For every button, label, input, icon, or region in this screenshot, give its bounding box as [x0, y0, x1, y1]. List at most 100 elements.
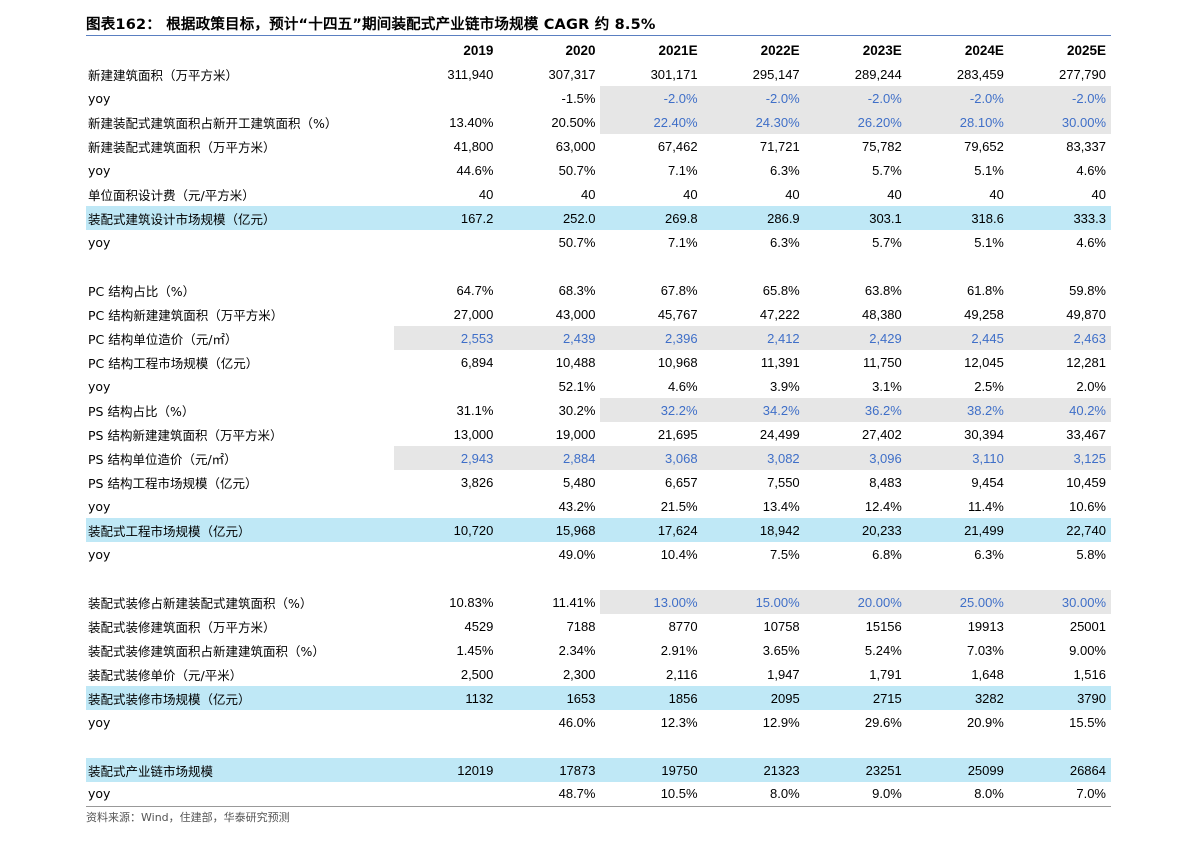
value-cell: 20,233	[804, 518, 907, 542]
row-label: 装配式装修占新建装配式建筑面积（%）	[88, 595, 313, 611]
table-row: yoy -1.5% -2.0% -2.0% -2.0% -2.0% -2.0%	[86, 86, 1111, 110]
value-cell: 30.00%	[1008, 110, 1111, 134]
value-cell: 41,800	[453, 138, 494, 154]
value-cell: -2.0%	[1008, 86, 1111, 110]
figure-title: 图表162： 根据政策目标，预计“十四五”期间装配式产业链市场规模 CAGR 约…	[86, 17, 656, 33]
table-row: PS 结构新建建筑面积（万平方米） 13,000 19,000 21,695 24,49…	[86, 422, 1111, 446]
value-cell	[703, 734, 805, 758]
row-label: 单位面积设计费（元/平方米）	[88, 187, 255, 203]
value-cell: 6.3%	[770, 162, 800, 178]
value-cell: 3,110	[906, 446, 1009, 470]
value-cell: 47,222	[759, 306, 800, 322]
value-cell: 27,000	[453, 306, 494, 322]
value-cell: 2,429	[804, 326, 907, 350]
table-row: 装配式装修单价（元/平米） 2,500 2,300 2,116 1,947 1,791 1,…	[86, 662, 1111, 686]
value-cell: 40	[1091, 186, 1106, 202]
value-cell: 269.8	[600, 206, 703, 230]
value-cell: 26.20%	[804, 110, 907, 134]
table-body: 新建建筑面积（万平方米） 311,940 307,317 301,171 295,147…	[86, 62, 1111, 807]
value-cell: 49.0%	[558, 546, 596, 562]
value-cell: 22.40%	[600, 110, 703, 134]
value-cell: 2095	[702, 686, 805, 710]
value-cell: 1,947	[767, 666, 800, 682]
value-cell: 12,281	[1066, 354, 1106, 370]
value-cell: 12.3%	[660, 714, 698, 730]
row-label: yoy	[88, 498, 111, 514]
value-cell: 2.91%	[660, 642, 698, 658]
header-row: 2019 2020 2021E 2022E 2023E 2024E 2025E	[86, 38, 1111, 62]
value-cell: -2.0%	[600, 86, 703, 110]
value-cell: 40	[683, 186, 698, 202]
value-cell: 20.9%	[966, 714, 1004, 730]
value-cell: 7.03%	[966, 642, 1004, 658]
value-cell: 9.00%	[1069, 642, 1106, 658]
value-cell: 5.7%	[872, 162, 902, 178]
value-cell: 10,488	[555, 354, 596, 370]
value-cell: 7.5%	[770, 546, 800, 562]
value-cell: 25099	[906, 758, 1009, 782]
value-cell	[600, 254, 702, 278]
table-row: PC 结构单位造价（元/㎡） 2,553 2,439 2,396 2,412 2,429 2…	[86, 326, 1111, 350]
column-header: 2022E	[760, 42, 800, 58]
column-header: 2023E	[862, 42, 902, 58]
row-label: 装配式装修建筑面积（万平方米）	[88, 619, 276, 635]
source-note: 资料来源：Wind，住建部，华泰研究预测	[86, 811, 290, 824]
value-cell: 40	[581, 186, 596, 202]
value-cell: 40	[887, 186, 902, 202]
row-label: PS 结构新建建筑面积（万平方米）	[88, 427, 283, 443]
row-label: yoy	[88, 546, 111, 562]
row-label: 装配式装修建筑面积占新建建筑面积（%）	[88, 643, 325, 659]
value-cell	[498, 734, 600, 758]
value-cell: 23251	[804, 758, 907, 782]
value-cell: 3,096	[804, 446, 907, 470]
value-cell: 3790	[1008, 686, 1111, 710]
value-cell: 28.10%	[906, 110, 1009, 134]
value-cell	[1009, 566, 1111, 590]
row-label	[86, 566, 394, 590]
row-label: PC 结构工程市场规模（亿元）	[88, 355, 259, 371]
table-row: PC 结构工程市场规模（亿元） 6,894 10,488 10,968 11,391 11…	[86, 350, 1111, 374]
value-cell: 17873	[498, 758, 601, 782]
value-cell: 83,337	[1066, 138, 1106, 154]
column-header: 2019	[463, 42, 494, 58]
value-cell: 61.8%	[966, 282, 1004, 298]
table-row: yoy 44.6% 50.7% 7.1% 6.3% 5.7% 5.1% 4.6%	[86, 158, 1111, 182]
value-cell: 12019	[394, 758, 499, 782]
value-cell: 286.9	[702, 206, 805, 230]
value-cell: 12.9%	[762, 714, 800, 730]
row-label: 装配式建筑设计市场规模（亿元）	[86, 206, 395, 230]
value-cell	[703, 566, 805, 590]
table-row: 装配式建筑设计市场规模（亿元） 167.2 252.0 269.8 286.9 303.1…	[86, 206, 1111, 230]
value-cell: 24.30%	[702, 110, 805, 134]
value-cell: 64.7%	[456, 282, 494, 298]
value-cell: 11.4%	[967, 498, 1004, 514]
value-cell: 4.6%	[1076, 234, 1106, 250]
value-cell: 63,000	[555, 138, 596, 154]
value-cell: 15.5%	[1069, 714, 1106, 730]
row-label: yoy	[88, 378, 111, 394]
table-row: 装配式装修占新建装配式建筑面积（%） 10.83% 11.41% 13.00% 15.0…	[86, 590, 1111, 614]
value-cell: 49,870	[1066, 306, 1106, 322]
value-cell	[394, 542, 498, 566]
value-cell: 3282	[906, 686, 1009, 710]
value-cell: 25.00%	[906, 590, 1009, 614]
value-cell: 11,750	[862, 354, 902, 370]
value-cell: 283,459	[956, 66, 1004, 82]
table-row: 单位面积设计费（元/平方米） 40 40 40 40 40 40 40	[86, 182, 1111, 206]
value-cell: 30,394	[964, 426, 1004, 442]
value-cell: 59.8%	[1069, 282, 1106, 298]
value-cell: 5.1%	[974, 234, 1004, 250]
value-cell: 18,942	[702, 518, 805, 542]
value-cell	[805, 566, 907, 590]
value-cell: 15,968	[498, 518, 601, 542]
value-cell: 21,499	[906, 518, 1009, 542]
value-cell	[498, 254, 600, 278]
row-label: 新建建筑面积（万平方米）	[88, 67, 239, 83]
value-cell	[703, 254, 805, 278]
value-cell: 50.7%	[558, 234, 596, 250]
table-row: yoy 52.1% 4.6% 3.9% 3.1% 2.5% 2.0%	[86, 374, 1111, 398]
value-cell: 2,300	[562, 666, 596, 682]
value-cell: 10.6%	[1069, 498, 1106, 514]
value-cell: 6,657	[665, 474, 698, 490]
value-cell: 167.2	[394, 206, 499, 230]
